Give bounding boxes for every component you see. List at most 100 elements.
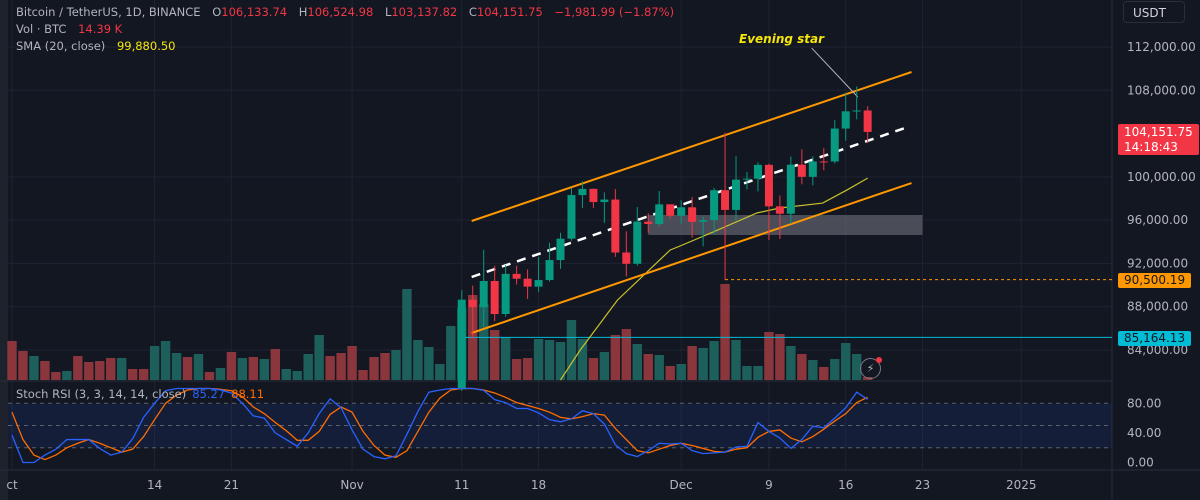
time-axis-label: 9 xyxy=(765,478,773,492)
volume-bar xyxy=(182,357,193,380)
volume-bar xyxy=(106,358,116,380)
candle-body xyxy=(611,199,620,253)
volume-bar xyxy=(643,354,653,380)
volume-bar xyxy=(259,359,270,380)
volume-bar xyxy=(544,340,555,380)
volume-bar xyxy=(160,341,171,380)
candle-body xyxy=(490,281,499,315)
last-price: 104,151.75 xyxy=(1124,125,1193,139)
volume-bar xyxy=(369,357,379,380)
volume-bars xyxy=(7,284,873,380)
volume-bar xyxy=(138,369,149,380)
stoch-d-value: 88.11 xyxy=(231,387,265,401)
volume-bar xyxy=(127,369,138,380)
volume-bar xyxy=(248,357,259,380)
currency-button[interactable]: USDT xyxy=(1123,1,1185,23)
candle-body xyxy=(808,161,817,177)
volume-bar xyxy=(73,356,83,380)
candle-body xyxy=(666,204,675,216)
volume-bar xyxy=(84,362,94,380)
symbol-legend: Bitcoin / TetherUS, 1D, BINANCE O106,133… xyxy=(16,4,674,55)
candle-body xyxy=(589,188,598,203)
volume-bar xyxy=(720,284,730,380)
volume-bar xyxy=(435,364,445,380)
volume-bar xyxy=(95,361,105,380)
candle-body xyxy=(830,128,839,162)
volume-bar xyxy=(577,339,588,380)
volume-bar xyxy=(610,335,621,380)
candle-body xyxy=(764,164,773,207)
price-axis-label: 84,000.00 xyxy=(1127,343,1188,357)
evening-star-annotation[interactable]: Evening star xyxy=(739,32,825,46)
candle-body xyxy=(775,206,784,214)
sma-label[interactable]: SMA (20, close) xyxy=(16,39,106,53)
low-value: 103,137.82 xyxy=(391,5,458,19)
volume-bar xyxy=(226,352,237,380)
open-value: 106,133.74 xyxy=(221,5,288,19)
price-axis-label: 100,000.00 xyxy=(1127,170,1196,184)
time-axis-label: 2025 xyxy=(1006,478,1037,492)
price-axis-label: 108,000.00 xyxy=(1127,83,1196,97)
volume-bar xyxy=(841,343,851,380)
volume-bar xyxy=(424,347,434,380)
channel-mid-line xyxy=(471,126,906,279)
candle-body xyxy=(819,161,828,163)
volume-bar xyxy=(654,355,664,380)
volume-bar xyxy=(621,329,632,380)
lightning-icon[interactable]: ⚡ xyxy=(860,357,882,379)
change-value: −1,981.99 (−1.87%) xyxy=(554,5,675,19)
volume-bar xyxy=(314,335,324,380)
price-axis-label: 88,000.00 xyxy=(1127,300,1188,314)
sma-line xyxy=(559,177,868,381)
candle-body xyxy=(468,299,477,308)
notification-dot xyxy=(876,357,882,363)
time-axis-label: Dec xyxy=(670,478,693,492)
volume-bar xyxy=(566,320,577,380)
volume-bar xyxy=(709,341,719,380)
volume-label[interactable]: Vol · BTC xyxy=(16,22,67,36)
last-price-badge: 104,151.75 14:18:43 xyxy=(1118,124,1199,155)
channel-upper-line xyxy=(471,71,912,222)
volume-bar xyxy=(731,340,741,380)
volume-bar xyxy=(40,361,50,380)
volume-bar xyxy=(413,340,423,380)
level-badge-orange: 90,500.19 xyxy=(1118,273,1192,288)
candle-body xyxy=(753,164,762,179)
volume-bar xyxy=(665,366,675,380)
volume-bar xyxy=(281,369,291,380)
volume-value: 14.39 K xyxy=(78,22,123,36)
low-label: L xyxy=(384,5,392,19)
candle-body xyxy=(545,260,554,281)
time-axis-label: 21 xyxy=(224,478,239,492)
volume-bar xyxy=(819,367,829,380)
time-axis-label: 11 xyxy=(454,478,469,492)
volume-bar xyxy=(500,337,511,380)
stoch-k-line xyxy=(11,387,869,464)
stoch-rsi-pane[interactable] xyxy=(8,387,1112,464)
stoch-rsi-label[interactable]: Stoch RSI (3, 3, 14, 14, close) xyxy=(16,387,187,401)
volume-bar xyxy=(193,354,204,380)
volume-bar xyxy=(62,371,72,380)
candle-body xyxy=(677,207,686,216)
volume-bar xyxy=(292,371,302,380)
candle-body xyxy=(721,190,730,210)
volume-bar xyxy=(391,350,401,380)
candle-body xyxy=(479,281,488,308)
annotation-arrow xyxy=(811,47,859,98)
stoch-axis-label: 40.00 xyxy=(1127,426,1161,440)
candle-body xyxy=(732,179,741,210)
volume-bar xyxy=(402,289,412,380)
volume-bar xyxy=(270,349,280,380)
open-label: O xyxy=(212,5,222,19)
time-axis-label: 16 xyxy=(838,478,853,492)
volume-bar xyxy=(764,332,774,380)
candles[interactable] xyxy=(457,86,872,391)
symbol-title[interactable]: Bitcoin / TetherUS, 1D, BINANCE xyxy=(16,5,201,19)
sma-value: 99,880.50 xyxy=(116,39,176,53)
candle-body xyxy=(863,110,872,132)
volume-bar xyxy=(171,353,182,380)
close-label: C xyxy=(468,5,477,19)
candle-body xyxy=(512,273,521,279)
price-axis-label: 112,000.00 xyxy=(1127,40,1196,54)
